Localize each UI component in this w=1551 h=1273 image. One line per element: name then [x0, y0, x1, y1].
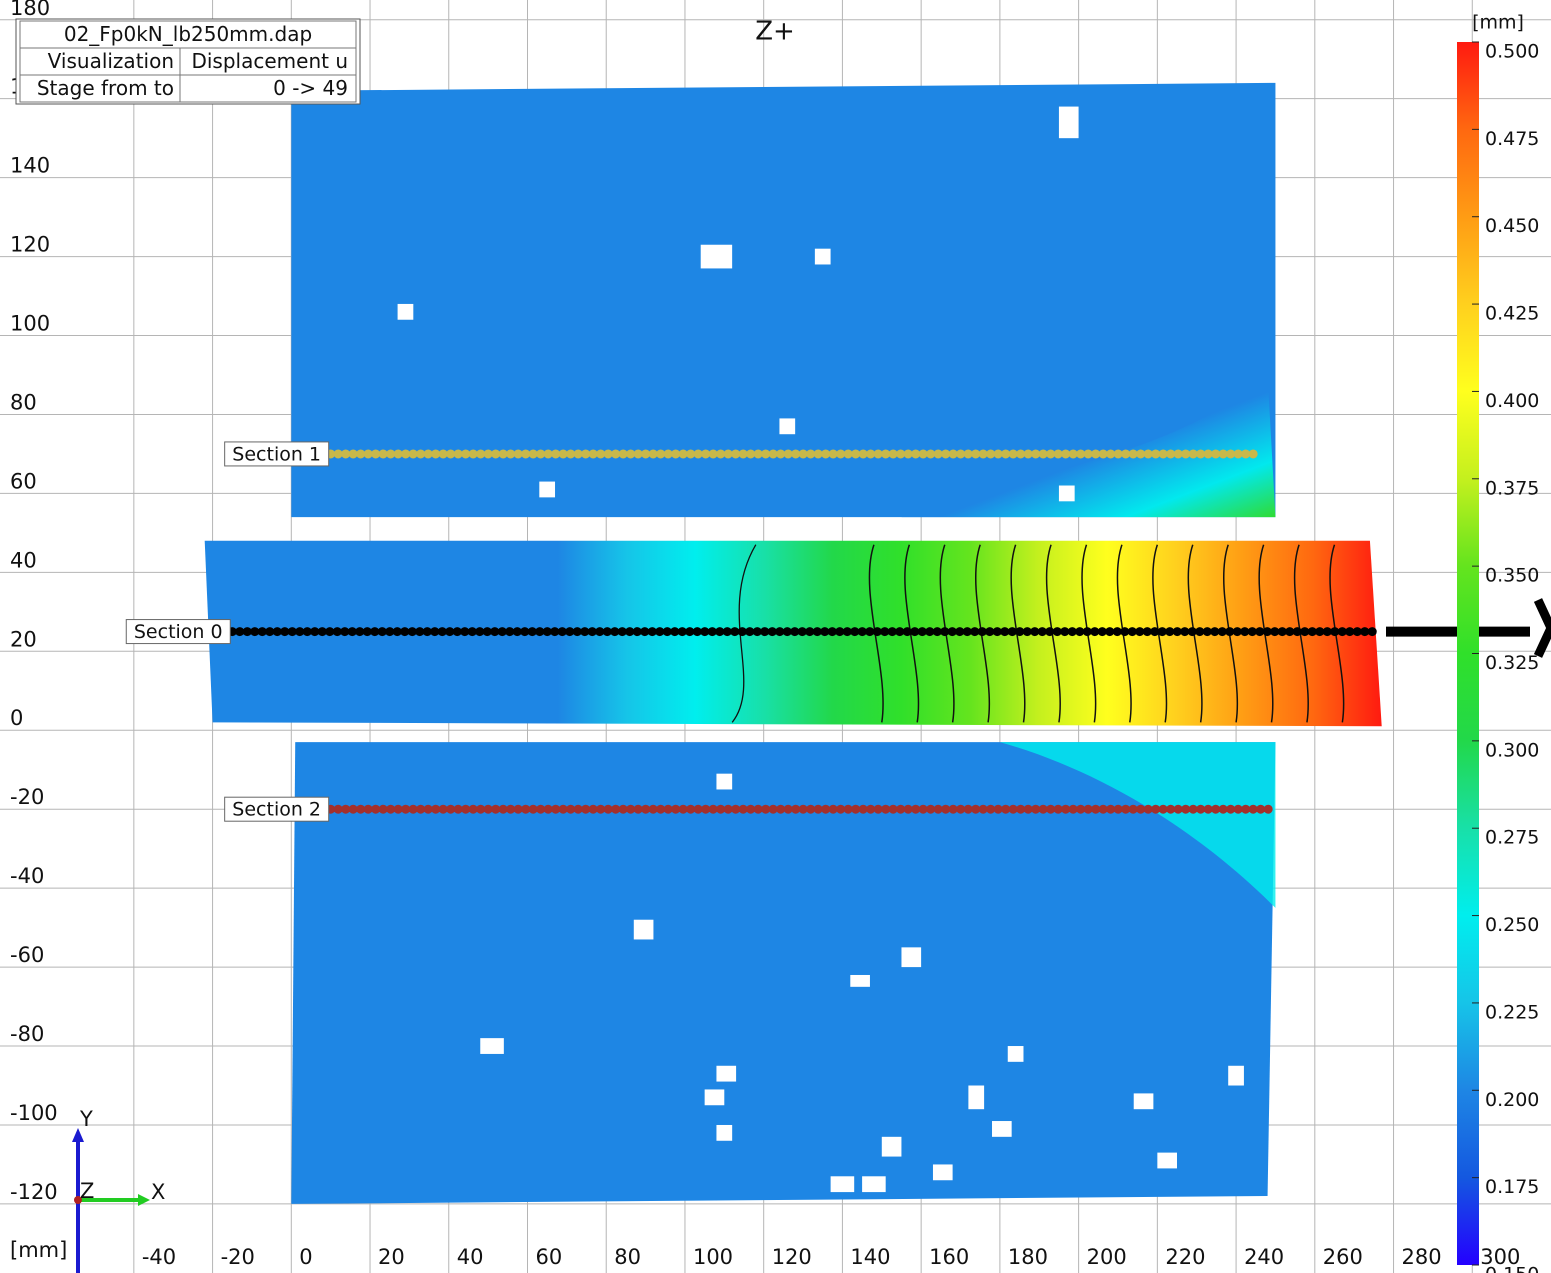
- y-tick-label: 20: [10, 627, 37, 651]
- x-tick-label: -40: [142, 1245, 176, 1269]
- x-tick-label: -20: [221, 1245, 255, 1269]
- triad-label: Z: [80, 1179, 94, 1203]
- x-tick-label: 200: [1087, 1245, 1127, 1269]
- info-cell: Visualization: [48, 49, 174, 73]
- colorbar-tick-label: 0.425: [1485, 303, 1539, 325]
- triad-label: X: [151, 1180, 165, 1204]
- missing-facet: [480, 1038, 504, 1054]
- section-label: Section 1: [232, 443, 321, 465]
- missing-facet: [634, 920, 654, 940]
- colorbar-tick-label: 0.350: [1485, 565, 1539, 587]
- colorbar-tick-label: 0.275: [1485, 827, 1539, 849]
- colorbar-tick-label: 0.375: [1485, 477, 1539, 499]
- x-tick-label: 20: [378, 1245, 405, 1269]
- missing-facet: [1157, 1153, 1177, 1169]
- missing-facet: [850, 975, 870, 987]
- missing-facet: [1134, 1093, 1154, 1109]
- y-tick-label: 100: [10, 312, 50, 336]
- y-tick-label: -20: [10, 785, 44, 809]
- y-tick-label: 40: [10, 548, 37, 572]
- x-tick-label: 80: [614, 1245, 641, 1269]
- triad-label: Y: [79, 1107, 93, 1131]
- colorbar-tick-label: 0.500: [1485, 41, 1539, 63]
- y-tick-label: -40: [10, 864, 44, 888]
- missing-facet: [1228, 1066, 1244, 1086]
- y-tick-label: -100: [10, 1101, 58, 1125]
- colorbar-tick-label: 0.200: [1485, 1089, 1539, 1111]
- missing-facet: [1059, 486, 1075, 502]
- y-tick-label: 80: [10, 390, 37, 414]
- missing-facet: [539, 482, 555, 498]
- section-label: Section 2: [232, 799, 321, 821]
- info-cell: 0 -> 49: [273, 76, 348, 100]
- missing-facet: [968, 1086, 984, 1110]
- y-tick-label: 60: [10, 469, 37, 493]
- missing-facet: [398, 304, 414, 320]
- missing-facet: [901, 947, 921, 967]
- visualization: Section 1 Section 0 Section 2 -40 -20 0 20 40 6…: [0, 0, 1551, 1273]
- x-tick-label: 120: [772, 1245, 812, 1269]
- y-tick-label: 120: [10, 233, 50, 257]
- x-tick-label: 160: [929, 1245, 969, 1269]
- x-tick-label: 40: [457, 1245, 484, 1269]
- missing-facet: [705, 1089, 725, 1105]
- missing-facet: [831, 1176, 855, 1192]
- colorbar-tick-label: 0.150: [1485, 1264, 1539, 1273]
- colorbar-tick-label: 0.450: [1485, 215, 1539, 237]
- info-cell: 02_Fp0kN_lb250mm.dap: [64, 22, 312, 46]
- colorbar-tick-label: 0.225: [1485, 1001, 1539, 1023]
- x-tick-label: 220: [1165, 1245, 1205, 1269]
- y-tick-label: 0: [10, 706, 23, 730]
- missing-facet: [1059, 107, 1079, 139]
- missing-facet: [779, 418, 795, 434]
- x-tick-label: 240: [1244, 1245, 1284, 1269]
- missing-facet: [1008, 1046, 1024, 1062]
- info-cell: Stage from to: [37, 76, 174, 100]
- colorbar-tick-label: 0.400: [1485, 390, 1539, 412]
- missing-facet: [992, 1121, 1012, 1137]
- missing-facet: [701, 245, 732, 269]
- missing-facet: [882, 1137, 902, 1157]
- missing-facet: [716, 774, 732, 790]
- x-tick-label: 100: [693, 1245, 733, 1269]
- colorbar-tick-label: 0.250: [1485, 914, 1539, 936]
- missing-facet: [933, 1164, 953, 1180]
- colorbar-tick-label: 0.300: [1485, 739, 1539, 761]
- axis-unit: [mm]: [10, 1238, 67, 1262]
- y-tick-label: -80: [10, 1022, 44, 1046]
- missing-facet: [862, 1176, 886, 1192]
- x-tick-label: 0: [299, 1245, 312, 1269]
- missing-facet: [716, 1066, 736, 1082]
- colorbar-unit: [mm]: [1472, 12, 1524, 34]
- x-tick-label: 280: [1402, 1245, 1442, 1269]
- section-label: Section 0: [134, 621, 223, 643]
- x-tick-label: 140: [850, 1245, 890, 1269]
- info-cell: Displacement u: [191, 49, 348, 73]
- colorbar-tick-label: 0.175: [1485, 1176, 1539, 1198]
- x-tick-label: 180: [1008, 1245, 1048, 1269]
- y-tick-label: 180: [10, 0, 50, 20]
- view-title: Z+: [755, 17, 795, 47]
- y-tick-label: -60: [10, 943, 44, 967]
- direction-arrow-head: [1538, 600, 1551, 656]
- x-tick-label: 60: [535, 1245, 562, 1269]
- missing-facet: [716, 1125, 732, 1141]
- missing-facet: [815, 249, 831, 265]
- colorbar-tick-label: 0.325: [1485, 652, 1539, 674]
- y-tick-label: -120: [10, 1180, 58, 1204]
- x-tick-label: 260: [1323, 1245, 1363, 1269]
- colorbar-tick-label: 0.475: [1485, 128, 1539, 150]
- y-tick-label: 140: [10, 154, 50, 178]
